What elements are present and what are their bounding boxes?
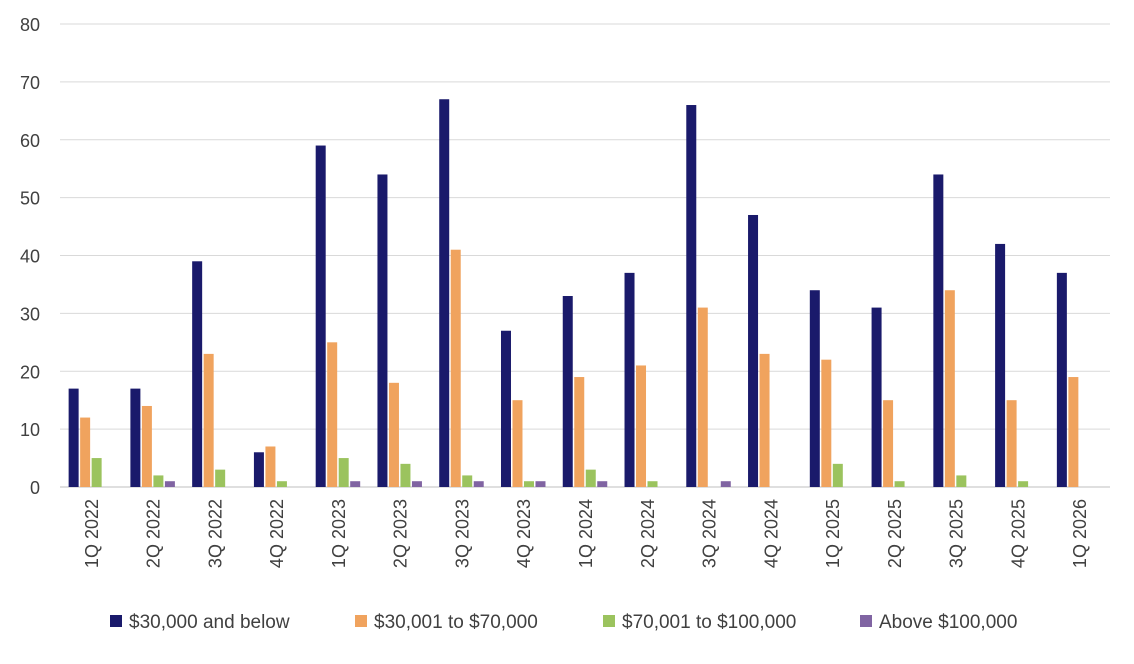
bar [995,243,1006,487]
bar [276,481,287,487]
bar [1006,400,1017,487]
bar [883,400,894,487]
bar [130,388,141,487]
x-tick-label: 4Q 2022 [267,499,287,568]
bar [215,469,226,487]
x-tick-label: 3Q 2022 [205,499,225,568]
x-tick-label: 2Q 2022 [144,499,164,568]
bar [377,174,388,487]
y-tick-label: 40 [20,247,40,267]
bar [871,307,882,487]
bar [68,388,79,487]
bar [748,214,759,488]
y-tick-label: 60 [20,131,40,151]
bar [562,296,573,487]
x-axis-ticks: 1Q 2022 2Q 2022 3Q 2022 4Q 2022 1Q 2023 2Q 20… [82,499,1090,568]
bar [91,458,102,487]
bar [832,463,843,487]
bar [697,307,708,487]
y-tick-label: 30 [20,304,40,324]
x-tick-label: 3Q 2023 [452,499,472,568]
x-tick-label: 1Q 2025 [823,499,843,568]
bar [647,481,658,487]
bar [1018,481,1029,487]
bars [68,99,1079,488]
bar [153,475,164,487]
bar [203,353,214,487]
bar [350,481,361,487]
x-tick-label: 2Q 2023 [391,499,411,568]
legend-swatch [860,615,872,627]
legend-label: Above $100,000 [879,612,1017,633]
x-tick-label: 4Q 2025 [1008,499,1028,568]
bar [933,174,944,487]
x-tick-label: 3Q 2025 [947,499,967,568]
bar [894,481,905,487]
bar [759,353,770,487]
gridlines [60,23,1110,488]
bar [338,458,349,487]
y-tick-label: 20 [20,362,40,382]
y-tick-label: 50 [20,189,40,209]
legend-label: $30,000 and below [129,612,290,633]
y-tick-label: 70 [20,73,40,93]
y-tick-label: 80 [20,15,40,35]
bar [821,359,832,487]
bar [80,417,91,487]
bar [265,446,276,487]
x-tick-label: 3Q 2024 [700,499,720,568]
bar [574,377,585,487]
bar [400,463,411,487]
bar [192,261,203,487]
bar [315,145,326,487]
bar [1068,377,1079,487]
bar [624,272,635,487]
bar [686,105,697,488]
y-tick-label: 0 [30,478,40,498]
legend-label: $70,001 to $100,000 [622,612,796,633]
legend-swatch [110,615,122,627]
bar [450,249,461,487]
bar [535,481,546,487]
bar [809,290,820,487]
bar [141,405,152,487]
bar [164,481,175,487]
legend: $30,000 and below $30,001 to $70,000 $70,0… [110,612,1017,633]
x-tick-label: 1Q 2022 [82,499,102,568]
x-tick-label: 1Q 2026 [1070,499,1090,568]
bar [462,475,473,487]
legend-label: $30,001 to $70,000 [374,612,538,633]
bar [439,99,450,488]
bar [944,290,955,487]
bar [411,481,422,487]
x-tick-label: 4Q 2023 [514,499,534,568]
x-tick-label: 1Q 2023 [329,499,349,568]
y-axis-ticks: 0 10 20 30 40 50 60 70 80 [20,15,40,498]
x-tick-label: 2Q 2024 [638,499,658,568]
x-tick-label: 1Q 2024 [576,499,596,568]
bar [956,475,967,487]
bar [720,481,731,487]
bar [1056,272,1067,487]
x-tick-label: 2Q 2025 [885,499,905,568]
bar [473,481,484,487]
bar [388,382,399,487]
bar [636,365,647,487]
legend-swatch [355,615,367,627]
bar [253,452,264,487]
bar [585,469,596,487]
bar [327,342,338,487]
y-tick-label: 10 [20,420,40,440]
bar [500,330,511,487]
bar [512,400,523,487]
legend-swatch [603,615,615,627]
bar [523,481,534,487]
bar [597,481,608,487]
x-tick-label: 4Q 2024 [761,499,781,568]
